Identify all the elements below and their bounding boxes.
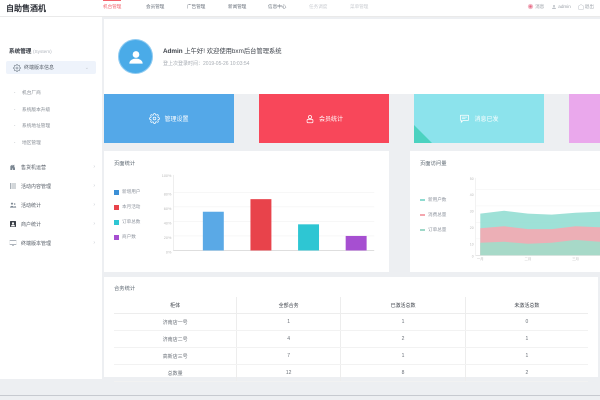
svg-text:0%: 0% [166, 250, 172, 254]
svg-text:10: 10 [470, 243, 474, 247]
svg-text:20: 20 [470, 226, 474, 230]
svg-text:0: 0 [472, 254, 474, 258]
svg-text:50: 50 [470, 177, 474, 181]
svg-text:二月: 二月 [524, 257, 531, 261]
svg-text:三月: 三月 [572, 257, 579, 261]
svg-text:100%: 100% [162, 174, 172, 178]
svg-text:一月: 一月 [477, 257, 484, 261]
svg-text:80%: 80% [164, 192, 172, 196]
svg-text:40%: 40% [164, 221, 172, 225]
svg-text:30: 30 [470, 210, 474, 214]
svg-text:20%: 20% [164, 236, 172, 240]
svg-text:40: 40 [470, 193, 474, 197]
svg-text:60%: 60% [164, 207, 172, 211]
